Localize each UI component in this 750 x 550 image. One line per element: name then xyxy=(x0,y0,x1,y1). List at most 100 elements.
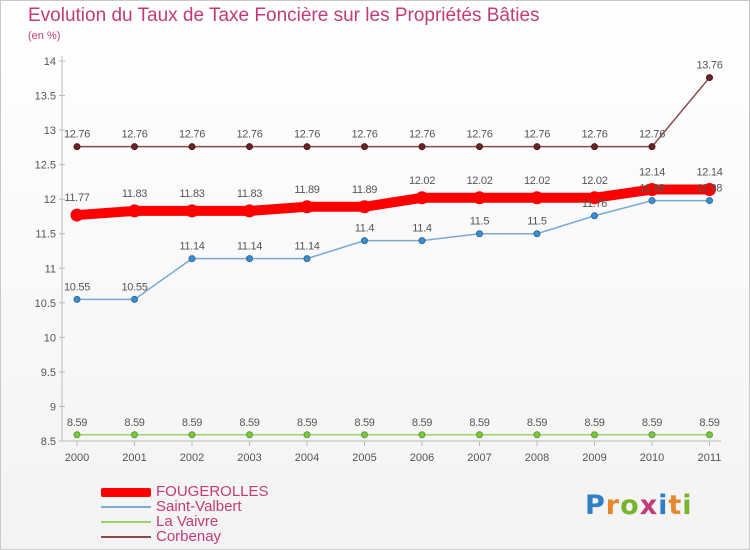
data-point-la-vaivre xyxy=(418,431,426,439)
logo-letter: i xyxy=(658,490,669,521)
data-label-la-vaivre: 8.59 xyxy=(67,417,87,429)
data-point-la-vaivre xyxy=(706,431,713,439)
data-label-fougerolles: 12.14 xyxy=(696,167,722,179)
data-label-la-vaivre: 8.59 xyxy=(182,417,202,429)
data-point-corbenay xyxy=(73,143,81,151)
legend-label: Corbenay xyxy=(156,528,222,545)
series-line-fougerolles xyxy=(72,184,715,221)
data-label-fougerolles: 12.02 xyxy=(581,175,607,187)
y-tick-label: 12 xyxy=(44,194,56,206)
x-tick-label: 2001 xyxy=(122,452,146,464)
data-point-la-vaivre xyxy=(73,431,81,439)
data-label-saint-valbert: 11.4 xyxy=(355,223,375,235)
data-label-corbenay: 12.76 xyxy=(524,129,550,141)
data-point-la-vaivre xyxy=(591,431,598,439)
data-label-saint-valbert: 10.55 xyxy=(121,281,147,293)
logo-letter: t xyxy=(668,490,683,521)
data-label-saint-valbert: 11.5 xyxy=(470,216,490,228)
data-point-corbenay xyxy=(533,143,541,151)
data-label-corbenay: 12.76 xyxy=(294,129,320,141)
legend-swatch-saint-valbert xyxy=(101,506,151,508)
logo-letter: P xyxy=(585,490,606,521)
y-tick-label: 13 xyxy=(44,125,56,137)
data-label-la-vaivre: 8.59 xyxy=(642,417,662,429)
data-label-la-vaivre: 8.59 xyxy=(124,417,144,429)
data-label-corbenay: 12.76 xyxy=(639,129,665,141)
y-tick-label: 12.5 xyxy=(35,160,56,172)
legend-label: FOUGEROLLES xyxy=(156,483,269,500)
data-point-corbenay xyxy=(246,143,253,151)
data-point-fougerolles xyxy=(70,208,84,222)
series-line-saint-valbert xyxy=(76,199,711,301)
data-label-la-vaivre: 8.59 xyxy=(527,417,547,429)
y-tick-label: 14 xyxy=(44,56,56,68)
logo-letter: i xyxy=(682,490,693,521)
data-label-la-vaivre: 8.59 xyxy=(354,417,374,429)
data-point-corbenay xyxy=(361,143,368,151)
data-label-la-vaivre: 8.59 xyxy=(699,417,719,429)
data-point-corbenay xyxy=(648,143,656,151)
data-point-saint-valbert xyxy=(246,255,253,263)
y-tick-label: 13.5 xyxy=(35,91,56,103)
data-point-fougerolles xyxy=(703,183,716,197)
data-label-fougerolles: 12.02 xyxy=(409,175,435,187)
y-tick-label: 10.5 xyxy=(35,298,56,310)
data-label-corbenay: 12.76 xyxy=(236,129,262,141)
data-point-saint-valbert xyxy=(706,197,713,205)
x-tick-label: 2011 xyxy=(698,452,722,464)
data-label-corbenay: 12.76 xyxy=(64,129,90,141)
data-point-saint-valbert xyxy=(418,237,426,245)
data-point-saint-valbert xyxy=(131,295,138,303)
data-label-la-vaivre: 8.59 xyxy=(469,417,489,429)
data-label-fougerolles: 12.02 xyxy=(466,175,492,187)
data-label-saint-valbert: 11.5 xyxy=(527,216,547,228)
legend-swatch-la-vaivre xyxy=(101,521,151,523)
data-label-saint-valbert: 10.55 xyxy=(64,281,90,293)
data-label-corbenay: 12.76 xyxy=(409,129,435,141)
data-point-la-vaivre xyxy=(246,431,253,439)
data-point-corbenay xyxy=(706,74,713,82)
data-label-la-vaivre: 8.59 xyxy=(239,417,259,429)
y-tick-label: 10 xyxy=(44,332,56,344)
data-point-la-vaivre xyxy=(188,431,196,439)
x-tick-label: 2008 xyxy=(525,452,549,464)
data-label-saint-valbert: 11.98 xyxy=(639,183,664,195)
data-label-corbenay: 12.76 xyxy=(466,129,492,141)
data-point-fougerolles xyxy=(128,204,141,218)
data-label-corbenay: 13.76 xyxy=(696,60,722,72)
data-point-la-vaivre xyxy=(648,431,656,439)
data-point-corbenay xyxy=(476,143,483,151)
data-point-la-vaivre xyxy=(131,431,138,439)
legend-label: La Vaivre xyxy=(156,513,219,530)
x-tick-label: 2006 xyxy=(410,452,434,464)
data-point-la-vaivre xyxy=(361,431,368,439)
data-point-la-vaivre xyxy=(303,431,311,439)
data-point-saint-valbert xyxy=(361,237,368,245)
data-label-corbenay: 12.76 xyxy=(581,129,607,141)
data-point-corbenay xyxy=(591,143,598,151)
data-point-saint-valbert xyxy=(73,295,81,303)
logo-letter: o xyxy=(620,490,640,521)
legend-swatch-fougerolles xyxy=(101,488,151,497)
data-point-saint-valbert xyxy=(303,255,311,263)
series-line-corbenay xyxy=(76,76,711,148)
x-tick-label: 2004 xyxy=(295,452,319,464)
data-point-saint-valbert xyxy=(591,212,598,220)
data-point-fougerolles xyxy=(300,200,314,214)
legend-swatch-corbenay xyxy=(101,536,151,538)
data-point-saint-valbert xyxy=(188,255,196,263)
data-label-fougerolles: 11.83 xyxy=(179,188,204,200)
data-point-saint-valbert xyxy=(533,230,541,238)
data-label-fougerolles: 11.89 xyxy=(294,184,319,196)
data-label-fougerolles: 11.83 xyxy=(237,188,262,200)
x-tick-label: 2002 xyxy=(180,452,204,464)
data-point-la-vaivre xyxy=(533,431,541,439)
proxiti-logo: Proxiti xyxy=(585,490,693,521)
y-tick-label: 11 xyxy=(45,263,56,275)
data-label-saint-valbert: 11.14 xyxy=(294,241,319,253)
y-tick-label: 9.5 xyxy=(41,367,56,379)
data-point-corbenay xyxy=(131,143,138,151)
data-point-fougerolles xyxy=(473,191,486,205)
